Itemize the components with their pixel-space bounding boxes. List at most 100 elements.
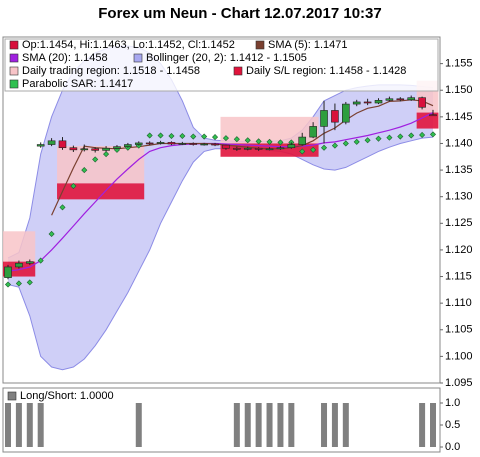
- candle-body: [102, 147, 110, 151]
- bollinger-fill: [8, 46, 433, 370]
- legend-swatch: [255, 40, 265, 50]
- sar-point: [92, 156, 99, 163]
- trading-region: [3, 231, 36, 262]
- legend-label: Parabolic SAR: 1.1417: [22, 78, 133, 90]
- plot-area: [3, 45, 439, 371]
- long-short-bar: [37, 403, 44, 447]
- sar-point: [299, 148, 306, 155]
- sar-point: [190, 133, 197, 140]
- y-tick-label: 1.150: [445, 84, 473, 96]
- legend-box: [4, 38, 439, 92]
- legend-label: Bollinger (20, 2): 1.1412 - 1.1505: [146, 52, 307, 64]
- sar-point: [48, 230, 55, 237]
- candle-body: [134, 142, 143, 145]
- sar-point: [277, 139, 284, 146]
- sar-point: [15, 280, 22, 287]
- long-short-bar: [321, 403, 328, 447]
- y-tick-label: 1.115: [445, 270, 472, 282]
- candle-body: [265, 148, 274, 151]
- lower-y-tick-label: 0.5: [445, 419, 460, 431]
- sar-point: [408, 132, 415, 139]
- sar-point: [331, 142, 338, 149]
- sar-point: [255, 138, 262, 145]
- overlay: 1.095 1.100 1.105 1.110 1.115 1.120 1.125 1.130…: [4, 38, 473, 453]
- candle-body: [287, 144, 296, 149]
- long-short-bar: [26, 403, 33, 447]
- legend-label: SMA (20): 1.1458: [22, 52, 108, 64]
- sma20-line: [7, 112, 434, 272]
- long-short-bar: [342, 403, 349, 447]
- candle-body: [363, 101, 372, 104]
- candle-body: [113, 146, 121, 149]
- sar-point: [222, 135, 229, 142]
- sar-point: [233, 136, 240, 143]
- sar-point: [353, 138, 360, 145]
- long-short-bar: [430, 403, 436, 447]
- trading-region: [57, 146, 145, 184]
- legend-swatch: [9, 66, 19, 76]
- legend-swatch: [9, 53, 19, 63]
- candle-body: [15, 262, 23, 268]
- candle-body: [309, 126, 317, 138]
- candle-body: [156, 142, 165, 144]
- candle-body: [243, 147, 252, 150]
- candle-body: [276, 147, 285, 150]
- y-tick-label: 1.155: [445, 58, 473, 70]
- sar-point: [397, 133, 404, 140]
- candle-body: [58, 140, 67, 149]
- long-short-bar: [419, 403, 426, 447]
- sar-point: [37, 257, 44, 264]
- sar-point: [310, 146, 317, 153]
- legend-label: Daily trading region: 1.1518 - 1.1458: [22, 65, 200, 77]
- long-short-bar: [244, 403, 251, 447]
- sar-point: [81, 167, 88, 174]
- candle-body: [124, 144, 132, 147]
- candle-body: [374, 100, 383, 104]
- lower-title: Long/Short: 1.0000: [20, 390, 114, 402]
- long-short-bar: [277, 403, 284, 447]
- y-tick-label: 1.145: [445, 111, 473, 123]
- candle-body: [331, 110, 339, 123]
- legend-swatch: [233, 66, 243, 76]
- candle-body: [4, 266, 12, 278]
- candle-body: [80, 148, 89, 151]
- legend-label: SMA (5): 1.1471: [268, 39, 348, 51]
- long-short-bar: [266, 403, 273, 447]
- sar-point: [212, 134, 219, 141]
- candle-body: [36, 144, 45, 147]
- candle-body: [385, 98, 394, 101]
- sar-point: [26, 279, 33, 286]
- candle-body: [178, 143, 187, 145]
- candle-body: [222, 144, 230, 149]
- sar-point: [342, 140, 349, 147]
- y-tick-label: 1.125: [445, 217, 473, 229]
- sar-point: [375, 135, 382, 142]
- sar-point: [70, 183, 77, 190]
- lower-y-tick-label: 1.0: [445, 397, 460, 409]
- candle-body: [200, 143, 208, 146]
- legend-swatch: [9, 40, 19, 50]
- long-short-bar: [255, 403, 262, 447]
- legend-label: Op:1.1454, Hi:1.1463, Lo:1.1452, Cl:1.14…: [22, 39, 235, 51]
- candle-body: [320, 110, 328, 127]
- candle-body: [418, 97, 426, 108]
- candle-body: [69, 147, 78, 151]
- candle-body: [342, 103, 350, 123]
- y-tick-label: 1.135: [445, 164, 473, 176]
- chart-title: Forex um Neun - Chart 12.07.2017 10:37: [98, 5, 381, 22]
- candle-body: [298, 136, 307, 145]
- sar-point: [419, 131, 426, 138]
- candle-body: [429, 114, 437, 117]
- lower-y-tick-label: 0.0: [445, 441, 460, 453]
- candle-body: [25, 261, 34, 264]
- candle-body: [233, 147, 241, 150]
- candle-body: [91, 148, 99, 151]
- legend-swatch: [9, 79, 19, 89]
- sl-region: [57, 183, 145, 200]
- y-tick-label: 1.095: [445, 377, 473, 389]
- y-tick-label: 1.110: [445, 297, 472, 309]
- candle-body: [145, 142, 154, 145]
- sar-point: [4, 281, 12, 288]
- legend-label: Daily S/L region: 1.1458 - 1.1428: [246, 65, 406, 77]
- y-tick-label: 1.105: [445, 324, 473, 336]
